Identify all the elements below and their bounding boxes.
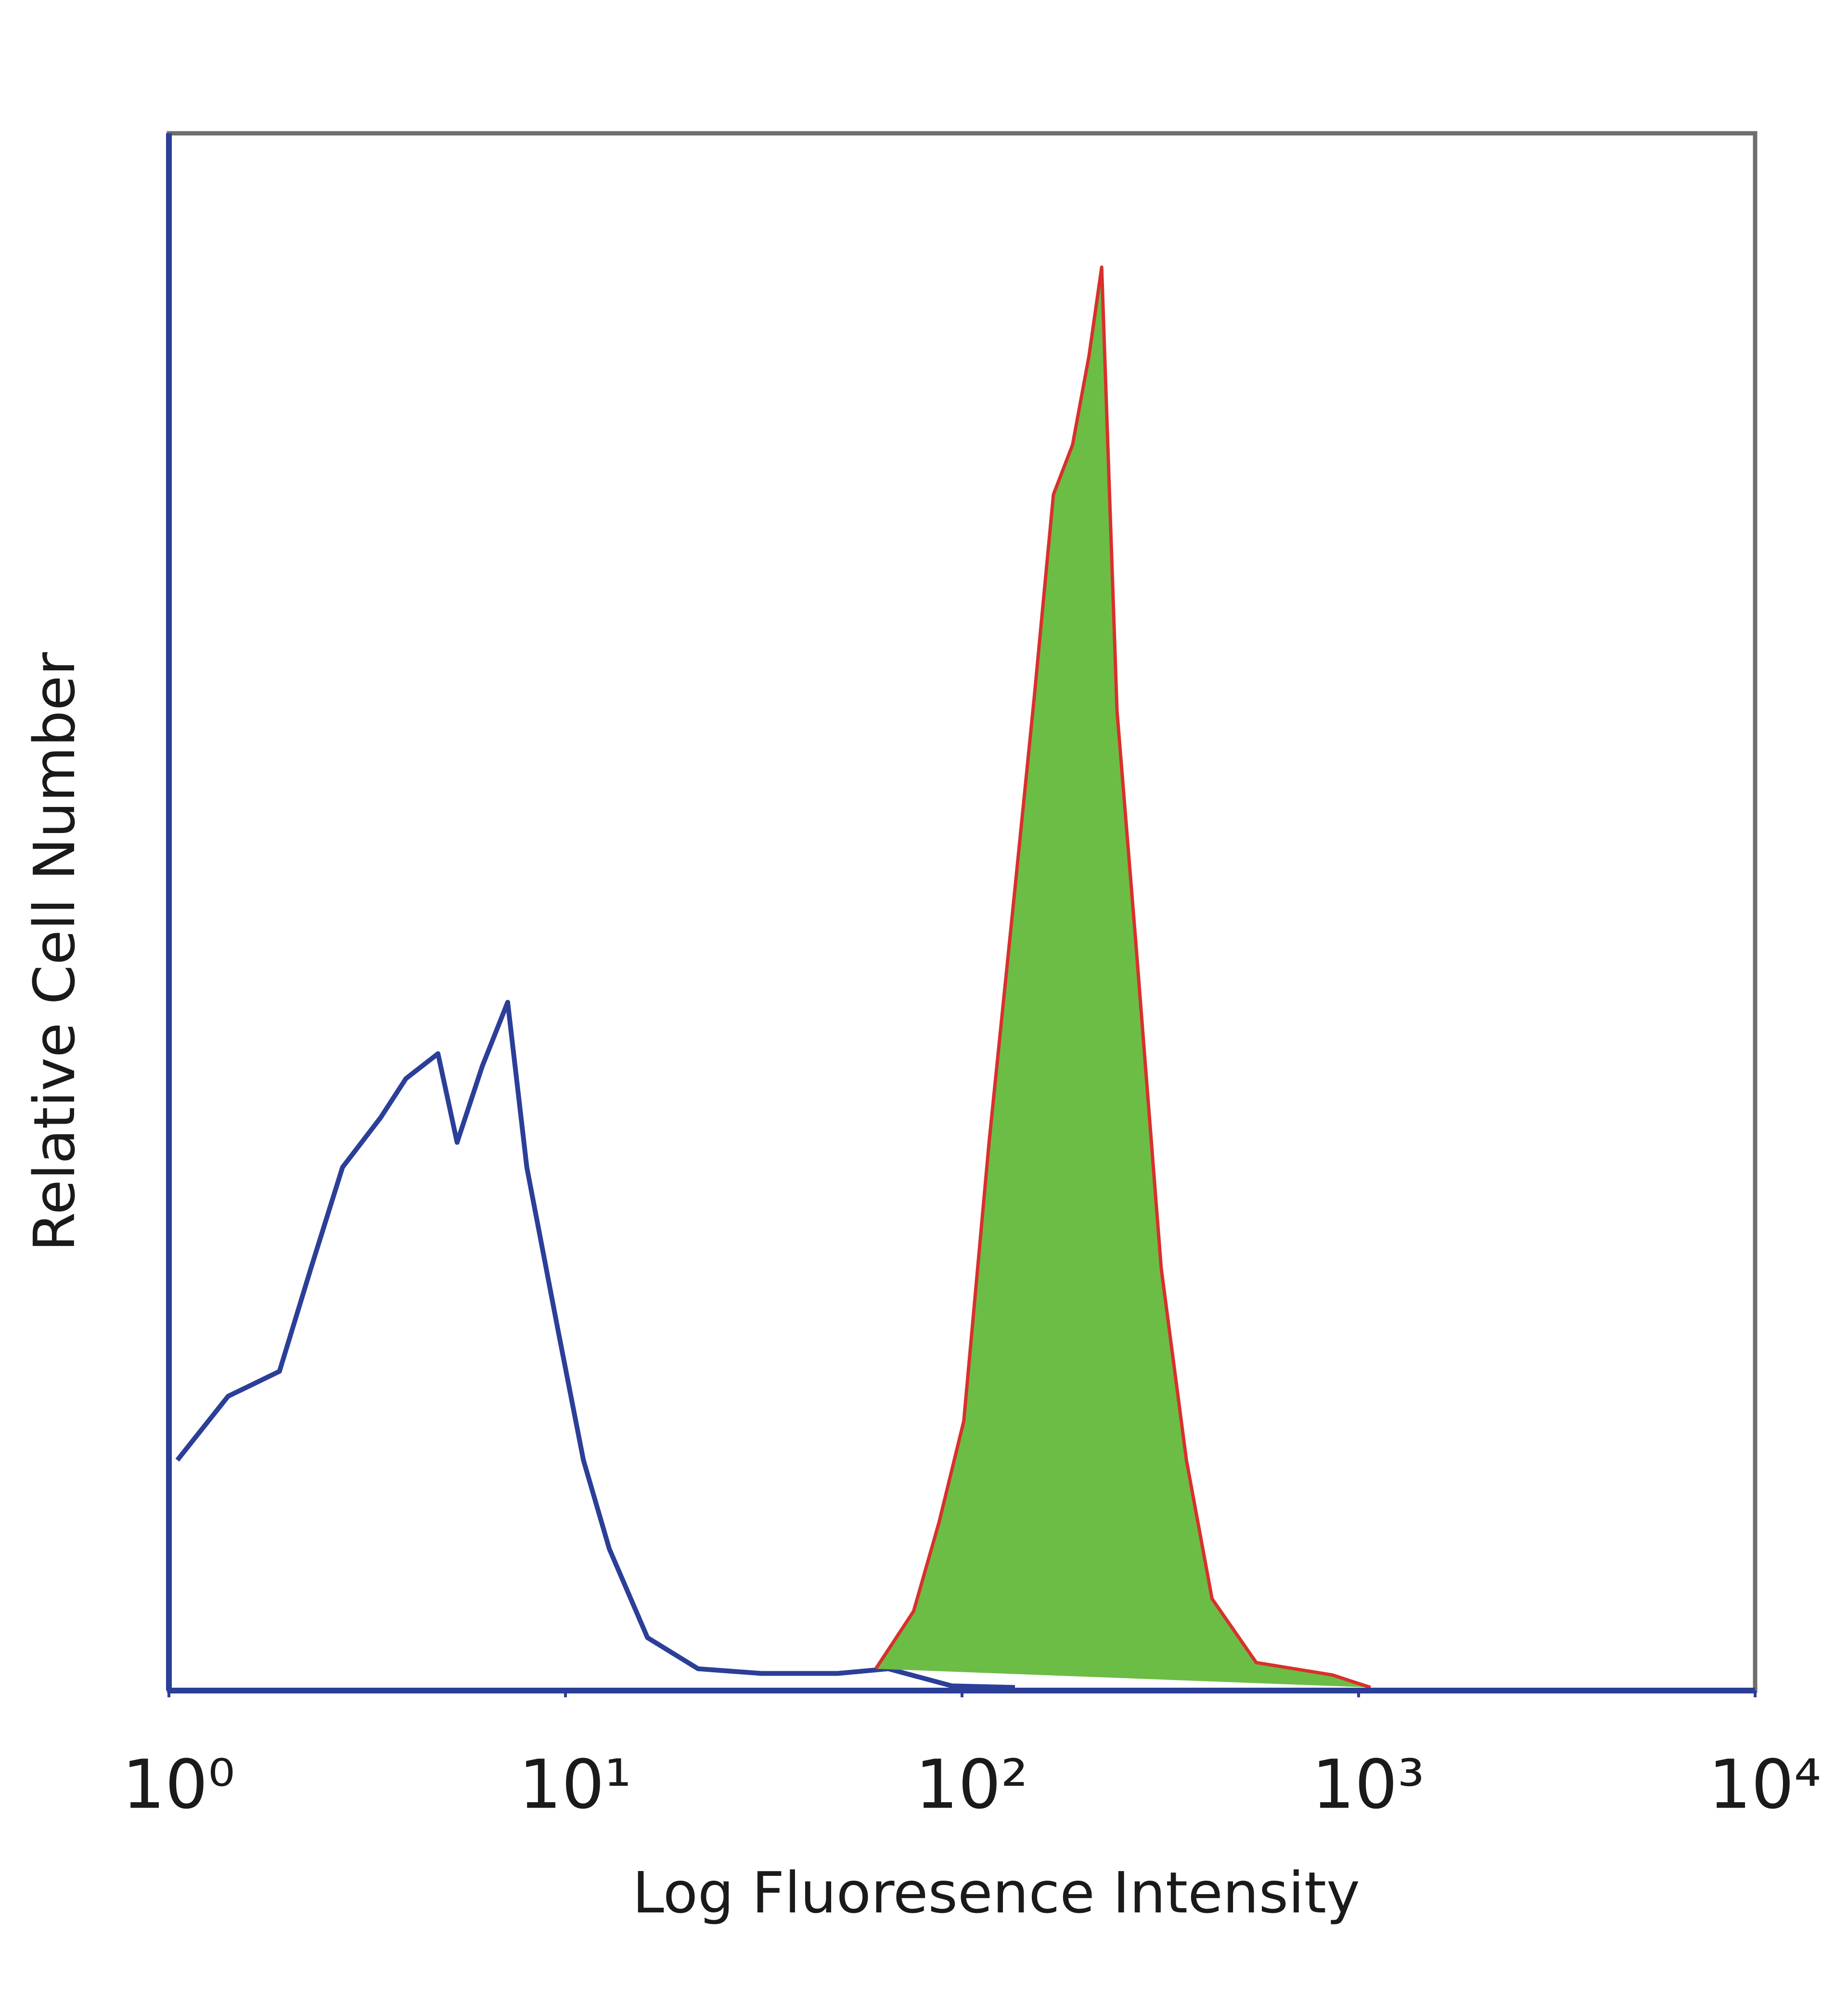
x-tick-label: 10² [915, 1746, 1028, 1824]
filled-histogram [874, 265, 1371, 1689]
y-axis-title: Relative Cell Number [21, 652, 88, 1252]
x-tick-label: 10¹ [519, 1746, 631, 1824]
x-tick-label: 10⁴ [1708, 1746, 1821, 1824]
x-tick-label: 10⁰ [122, 1746, 235, 1824]
x-axis-title: Log Fluoresence Intensity [632, 1859, 1360, 1926]
x-tick-label: 10³ [1312, 1746, 1424, 1824]
histogram-line [175, 1000, 1015, 1690]
